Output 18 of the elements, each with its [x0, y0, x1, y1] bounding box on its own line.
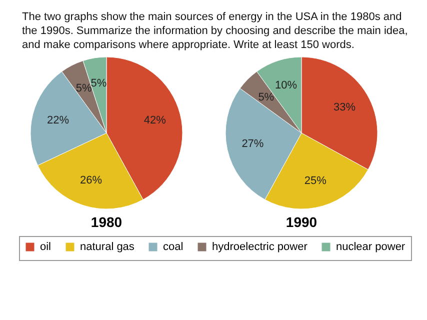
data-label: 25%: [304, 175, 327, 188]
chart-title: The two graphs show the main sources of energy in the USA in the 1980s and the 1990s. Summarize the information by choosing and describe the main idea, and make comparisons where appropriate. Write at least 150 words.: [22, 10, 409, 52]
data-label: 10%: [275, 79, 298, 92]
data-label: 33%: [334, 102, 356, 114]
legend-label: oil: [40, 241, 52, 253]
legend-label: natural gas: [80, 241, 135, 253]
data-label: 22%: [47, 114, 70, 127]
legend-label: coal: [163, 241, 184, 253]
data-label: 26%: [80, 174, 102, 187]
data-label: 5%: [258, 92, 274, 104]
legend-label: nuclear power: [336, 241, 406, 253]
data-label: 42%: [144, 114, 166, 127]
data-label: 5%: [90, 78, 107, 90]
data-label: 5%: [76, 82, 92, 94]
slice-label: 1990: [286, 214, 318, 230]
legend-label: hydroelectric power: [212, 241, 308, 253]
data-label: 27%: [242, 138, 264, 150]
slice-label: 1980: [90, 214, 122, 230]
